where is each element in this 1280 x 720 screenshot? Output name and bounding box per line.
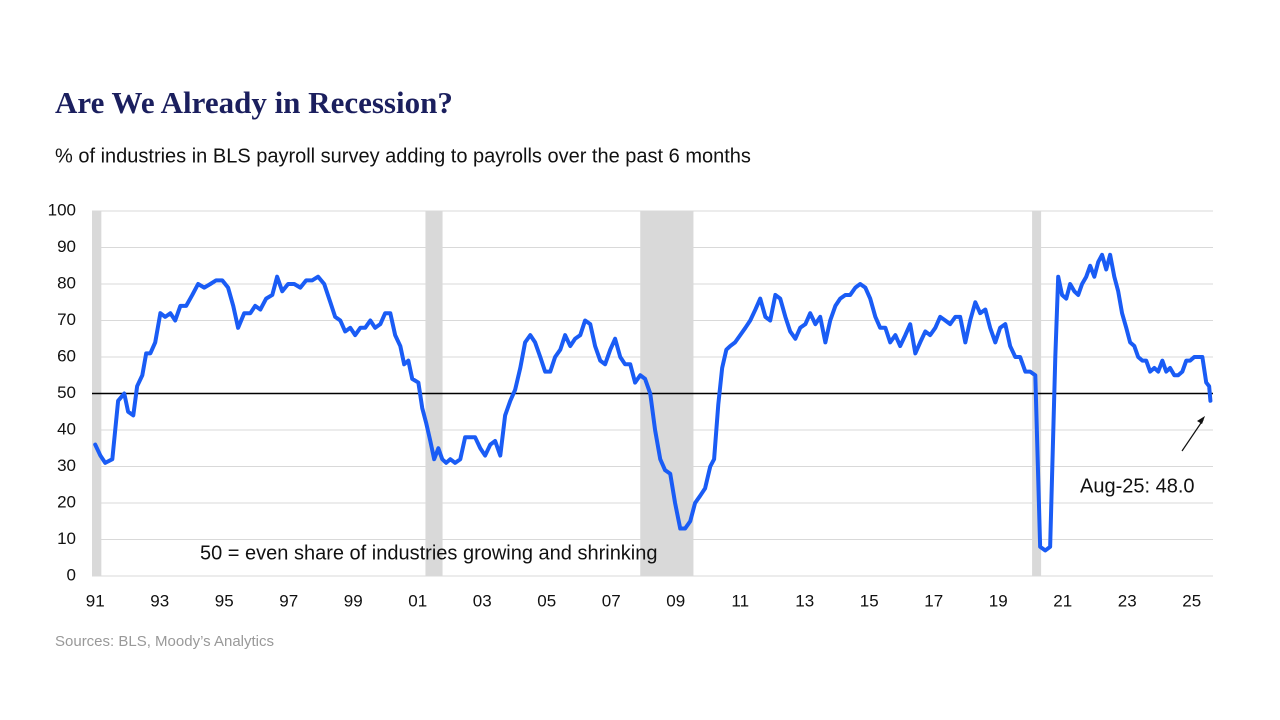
y-tick-label: 70 — [57, 310, 76, 329]
source-note: Sources: BLS, Moody’s Analytics — [55, 633, 274, 650]
data-line — [93, 252, 1213, 553]
annotation: 50 = even share of industries growing an… — [200, 542, 658, 564]
x-tick-label: 97 — [279, 591, 298, 610]
x-tick-label: 07 — [602, 591, 621, 610]
y-tick-label: 40 — [57, 419, 76, 438]
plot-area: 0 10 20 30 40 50 60 70 80 90 100 91 93 95 97 99 01 03 05 07… — [48, 200, 1213, 610]
annotation-arrow — [1181, 419, 1204, 452]
arrow-head — [1197, 416, 1205, 424]
y-tick-label: 80 — [57, 273, 76, 292]
x-tick-label: 99 — [344, 591, 363, 610]
x-tick-label: 17 — [924, 591, 943, 610]
x-tick-label: 05 — [537, 591, 556, 610]
x-tick-label: 03 — [473, 591, 492, 610]
y-tick-label: 0 — [67, 565, 76, 584]
x-tick-label: 19 — [989, 591, 1008, 610]
x-tick-label: 23 — [1118, 591, 1137, 610]
x-tick-label: 13 — [795, 591, 814, 610]
y-tick-label: 10 — [57, 529, 76, 548]
y-tick-label: 20 — [57, 492, 76, 511]
x-tick-label: 01 — [408, 591, 427, 610]
y-tick-label: 100 — [48, 200, 76, 219]
x-tick-label: 93 — [150, 591, 169, 610]
chart-title: Are We Already in Recession? — [55, 85, 453, 120]
y-tick-label: 90 — [57, 237, 76, 256]
y-tick-label: 50 — [57, 383, 76, 402]
x-tick-label: 25 — [1182, 591, 1201, 610]
y-tick-label: 60 — [57, 346, 76, 365]
x-tick-label: 15 — [860, 591, 879, 610]
x-tick-label: 91 — [86, 591, 105, 610]
annotation: Aug-25: 48.0 — [1080, 475, 1195, 497]
y-tick-label: 30 — [57, 456, 76, 475]
x-tick-label: 09 — [666, 591, 685, 610]
x-tick-label: 21 — [1053, 591, 1072, 610]
x-tick-label: 95 — [215, 591, 234, 610]
chart-subtitle: % of industries in BLS payroll survey ad… — [55, 145, 751, 167]
x-tick-label: 11 — [731, 591, 749, 610]
